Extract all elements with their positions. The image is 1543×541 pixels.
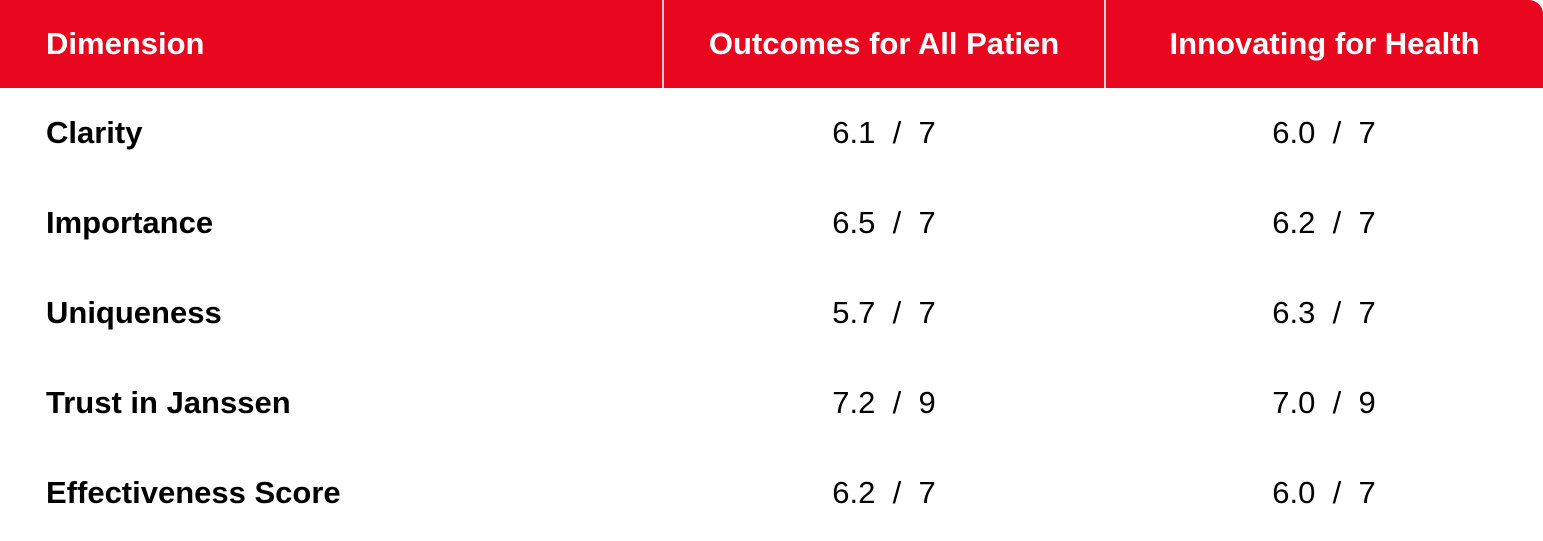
row-label: Effectiveness Score <box>46 475 341 510</box>
table-header: Dimension Outcomes for All Patien Innovati… <box>0 0 1543 88</box>
row-label: Trust in Janssen <box>46 385 291 420</box>
score-value: 6.1 / 7 <box>832 115 936 150</box>
table-cell: Importance <box>0 178 663 268</box>
table-cell: Clarity <box>0 88 663 178</box>
table-cell: 6.0 / 7 <box>1105 88 1543 178</box>
table-cell: 7.0 / 9 <box>1105 358 1543 448</box>
table-body: Clarity 6.1 / 7 6.0 / 7 Importance 6.5 / 7 6.… <box>0 88 1543 538</box>
score-value: 6.5 / 7 <box>832 205 936 240</box>
score-value: 5.7 / 7 <box>832 295 936 330</box>
row-label: Uniqueness <box>46 295 222 330</box>
table-cell: 6.1 / 7 <box>663 88 1105 178</box>
table-cell: 7.2 / 9 <box>663 358 1105 448</box>
table-row: Importance 6.5 / 7 6.2 / 7 <box>0 178 1543 268</box>
score-value: 6.0 / 7 <box>1272 115 1376 150</box>
header-row: Dimension Outcomes for All Patien Innovati… <box>0 0 1543 88</box>
score-value: 6.0 / 7 <box>1272 475 1376 510</box>
table-cell: 6.2 / 7 <box>1105 178 1543 268</box>
score-value: 6.2 / 7 <box>1272 205 1376 240</box>
table-row: Effectiveness Score 6.2 / 7 6.0 / 7 <box>0 448 1543 538</box>
row-label: Clarity <box>46 115 143 150</box>
score-value: 7.2 / 9 <box>832 385 936 420</box>
table-row: Uniqueness 5.7 / 7 6.3 / 7 <box>0 268 1543 358</box>
table-cell: Effectiveness Score <box>0 448 663 538</box>
table-row: Trust in Janssen 7.2 / 9 7.0 / 9 <box>0 358 1543 448</box>
row-label: Importance <box>46 205 214 240</box>
column-header: Outcomes for All Patien <box>662 0 1105 88</box>
table-cell: Trust in Janssen <box>0 358 663 448</box>
table-cell: 6.0 / 7 <box>1105 448 1543 538</box>
table-row: Clarity 6.1 / 7 6.0 / 7 <box>0 88 1543 178</box>
score-value: 6.3 / 7 <box>1272 295 1376 330</box>
score-value: 7.0 / 9 <box>1272 385 1376 420</box>
column-header: Innovating for Health <box>1104 0 1543 88</box>
table-cell: Uniqueness <box>0 268 663 358</box>
table-cell: 6.5 / 7 <box>663 178 1105 268</box>
score-value: 6.2 / 7 <box>832 475 936 510</box>
table-cell: 6.2 / 7 <box>663 448 1105 538</box>
column-header: Dimension <box>0 0 663 88</box>
table-cell: 5.7 / 7 <box>663 268 1105 358</box>
table-cell: 6.3 / 7 <box>1105 268 1543 358</box>
